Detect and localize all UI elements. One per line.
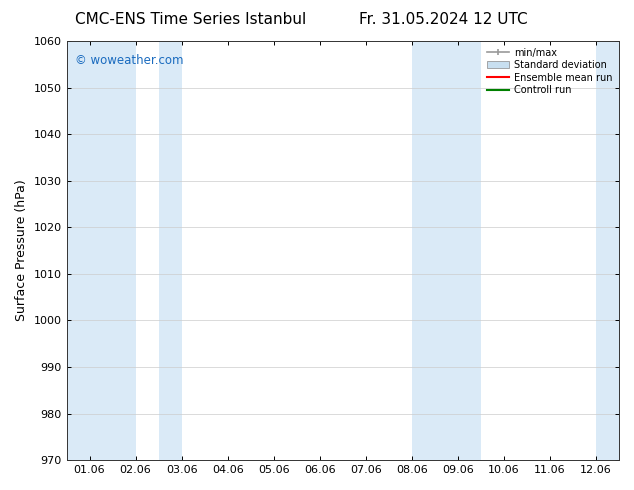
Bar	[596, 41, 619, 460]
Legend: min/max, Standard deviation, Ensemble mean run, Controll run: min/max, Standard deviation, Ensemble me…	[486, 46, 614, 97]
Bar	[412, 41, 481, 460]
Text: Fr. 31.05.2024 12 UTC: Fr. 31.05.2024 12 UTC	[359, 12, 528, 27]
Text: © woweather.com: © woweather.com	[75, 53, 183, 67]
Text: CMC-ENS Time Series Istanbul: CMC-ENS Time Series Istanbul	[75, 12, 306, 27]
Bar	[67, 41, 136, 460]
Bar	[158, 41, 181, 460]
Y-axis label: Surface Pressure (hPa): Surface Pressure (hPa)	[15, 180, 28, 321]
